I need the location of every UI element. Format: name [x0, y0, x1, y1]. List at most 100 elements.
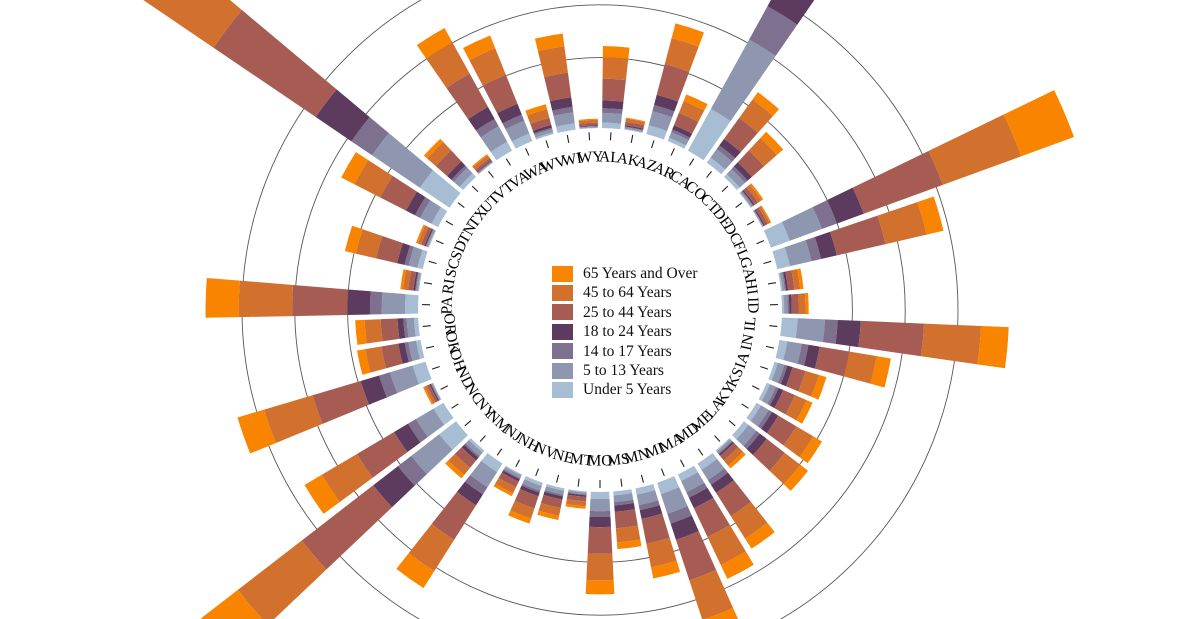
bar-segment[interactable] — [402, 269, 412, 291]
bar-segment[interactable] — [625, 118, 646, 126]
bar-segment[interactable] — [767, 0, 835, 25]
bar-segment[interactable] — [304, 474, 340, 514]
bar-segment[interactable] — [453, 167, 473, 187]
bar-segment[interactable] — [733, 162, 752, 181]
bar-segment[interactable] — [511, 133, 533, 149]
bar-segment[interactable] — [408, 419, 428, 443]
bar-segment[interactable] — [578, 119, 598, 124]
bar-segment[interactable] — [771, 362, 785, 383]
bar-segment[interactable] — [697, 453, 718, 470]
bar-segment[interactable] — [830, 215, 886, 256]
bar-segment[interactable] — [403, 318, 409, 339]
bar-segment[interactable] — [720, 551, 754, 579]
bar-segment[interactable] — [805, 236, 822, 262]
bar-segment[interactable] — [408, 270, 417, 291]
bar-segment[interactable] — [625, 117, 646, 123]
bar-segment[interactable] — [917, 196, 944, 235]
bar-segment[interactable] — [804, 293, 809, 315]
bar-segment[interactable] — [716, 439, 732, 454]
legend-item[interactable]: 65 Years and Over — [552, 264, 698, 283]
bar-segment[interactable] — [355, 229, 383, 259]
bar-segment[interactable] — [746, 402, 761, 422]
bar-segment[interactable] — [237, 409, 276, 454]
bar-segment[interactable] — [567, 493, 587, 498]
bar-segment[interactable] — [501, 470, 520, 482]
bar-segment[interactable] — [653, 94, 679, 112]
bar-segment[interactable] — [748, 137, 777, 167]
bar-segment[interactable] — [552, 106, 574, 116]
bar-segment[interactable] — [408, 523, 455, 572]
bar-segment[interactable] — [788, 294, 792, 314]
bar-segment[interactable] — [417, 249, 428, 270]
bar-segment[interactable] — [405, 191, 426, 216]
bar-segment[interactable] — [373, 466, 415, 508]
bar-segment[interactable] — [521, 483, 541, 493]
bar-segment[interactable] — [783, 294, 788, 314]
bar-segment[interactable] — [380, 175, 417, 211]
bar-segment[interactable] — [798, 370, 819, 397]
bar-segment[interactable] — [525, 104, 548, 116]
bar-segment[interactable] — [651, 560, 681, 579]
bar-segment[interactable] — [357, 349, 371, 375]
bar-segment[interactable] — [858, 320, 925, 357]
bar-segment[interactable] — [757, 409, 773, 429]
bar-segment[interactable] — [412, 361, 432, 385]
bar-segment[interactable] — [534, 33, 565, 52]
bar-segment[interactable] — [710, 39, 776, 122]
bar-segment[interactable] — [928, 114, 1022, 185]
bar-segment[interactable] — [745, 522, 775, 549]
bar-segment[interactable] — [565, 499, 587, 507]
bar-segment[interactable] — [464, 443, 480, 458]
bar-segment[interactable] — [827, 187, 864, 224]
bar-segment[interactable] — [364, 319, 383, 344]
bar-segment[interactable] — [717, 440, 733, 455]
legend-item[interactable]: 25 to 44 Years — [552, 303, 698, 322]
bar-segment[interactable] — [419, 170, 461, 208]
bar-segment[interactable] — [540, 494, 563, 509]
bar-segment[interactable] — [814, 346, 850, 377]
bar-segment[interactable] — [749, 6, 798, 56]
bar-segment[interactable] — [921, 323, 982, 365]
bar-segment[interactable] — [505, 120, 530, 142]
bar-segment[interactable] — [781, 295, 785, 314]
bar-segment[interactable] — [408, 340, 421, 362]
bar-segment[interactable] — [613, 493, 634, 503]
bar-segment[interactable] — [602, 57, 629, 81]
bar-segment[interactable] — [795, 318, 825, 343]
bar-segment[interactable] — [533, 127, 553, 135]
bar-segment[interactable] — [482, 74, 518, 114]
bar-segment[interactable] — [468, 438, 485, 453]
bar-segment[interactable] — [615, 525, 641, 543]
bar-segment[interactable] — [397, 242, 411, 265]
bar-segment[interactable] — [752, 210, 763, 228]
bar-segment[interactable] — [791, 293, 800, 314]
bar-segment[interactable] — [544, 72, 572, 102]
bar-segment[interactable] — [752, 438, 785, 471]
bar-segment[interactable] — [667, 506, 692, 524]
bar-segment[interactable] — [549, 97, 573, 111]
bar-segment[interactable] — [780, 365, 793, 387]
bar-segment[interactable] — [791, 269, 801, 290]
bar-segment[interactable] — [503, 469, 521, 480]
bar-segment[interactable] — [726, 168, 746, 188]
bar-segment[interactable] — [731, 166, 748, 183]
bar-segment[interactable] — [404, 245, 415, 266]
bar-segment[interactable] — [481, 453, 503, 473]
bar-segment[interactable] — [461, 444, 479, 461]
bar-segment[interactable] — [426, 42, 470, 88]
bar-segment[interactable] — [510, 500, 535, 519]
bar-segment[interactable] — [768, 361, 778, 381]
bar-segment[interactable] — [502, 114, 525, 130]
bar-segment[interactable] — [423, 138, 444, 159]
bar-segment[interactable] — [707, 468, 728, 485]
bar-segment[interactable] — [686, 482, 708, 498]
bar-segment[interactable] — [707, 524, 746, 566]
bar-segment[interactable] — [799, 436, 822, 464]
legend-item[interactable]: 45 to 64 Years — [552, 283, 698, 302]
bar-segment[interactable] — [355, 319, 367, 345]
bar-segment[interactable] — [616, 539, 642, 550]
bar-segment[interactable] — [774, 390, 796, 415]
bar-segment[interactable] — [641, 513, 670, 544]
bar-segment[interactable] — [411, 434, 453, 475]
bar-segment[interactable] — [497, 103, 522, 124]
